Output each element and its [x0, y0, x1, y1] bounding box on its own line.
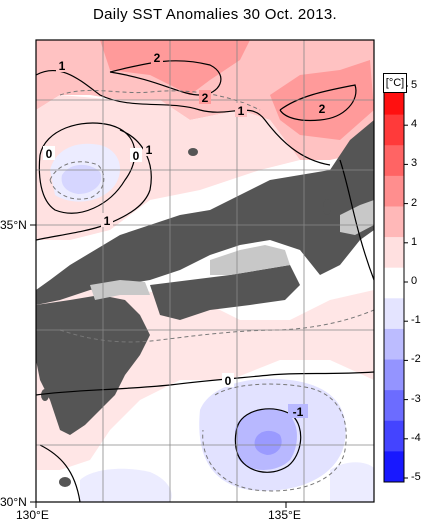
- strong-warm-region: [100, 40, 250, 95]
- island-small-3: [41, 389, 49, 401]
- dashed-contour-4: [49, 161, 105, 200]
- contour-label: 1: [238, 104, 245, 118]
- lat-label-35: 35°N: [0, 218, 27, 232]
- dashed-contour-1: [59, 89, 261, 111]
- contour-label: -1: [293, 405, 304, 419]
- contour-neg1-south: [234, 408, 302, 473]
- colorbar-swatch: [384, 328, 404, 361]
- colorbar-unit: [°C]: [383, 73, 407, 93]
- contour-label: 1: [59, 59, 66, 73]
- contour-label: 0: [225, 374, 232, 388]
- contour-1-north: [35, 69, 331, 166]
- contour-label: 0: [133, 149, 140, 163]
- colorbar-tick-label: 3: [411, 157, 418, 170]
- lon-label-130: 130°E: [16, 508, 49, 522]
- colorbar-tick-label: 0: [411, 275, 418, 287]
- contour-label: 1: [146, 143, 153, 157]
- colorbar-swatch: [384, 145, 404, 177]
- colorbar: [383, 83, 408, 483]
- colorbar-swatch: [384, 114, 404, 146]
- contour-label: 0: [46, 147, 53, 161]
- colorbar-swatch: [384, 390, 404, 422]
- colorbar-swatch: [384, 420, 404, 452]
- land-inland-gray: [210, 245, 290, 275]
- contour-0-south: [35, 371, 375, 396]
- land-inland-gray-2: [90, 280, 150, 300]
- colorbar-swatch: [384, 175, 404, 207]
- colorbar-swatch: [384, 359, 404, 391]
- island-small-1: [323, 199, 331, 215]
- contour-2-east: [279, 84, 357, 122]
- dashed-contour-3: [59, 309, 375, 343]
- colorbar-tick-label: 1: [411, 235, 418, 248]
- cold-center-south: [254, 430, 282, 455]
- colorbar-tick-label: -1: [411, 314, 421, 327]
- map-title: Daily SST Anomalies 30 Oct. 2013.: [93, 6, 337, 23]
- cool-center-north: [61, 164, 102, 194]
- lon-label-135: 135°E: [268, 508, 301, 522]
- colorbar-tick-label: 2: [411, 196, 418, 209]
- contour-label: 1: [104, 214, 111, 228]
- contour-label: 2: [202, 91, 209, 105]
- land-northeast-gray: [340, 200, 374, 235]
- island-small-2: [59, 477, 71, 487]
- dashed-contour-2: [202, 383, 347, 492]
- island-oki: [188, 148, 198, 156]
- colorbar-swatch: [384, 451, 404, 483]
- colorbar-tick-label: 5: [411, 79, 418, 91]
- land-honshu: [36, 120, 374, 305]
- map-frame: [35, 39, 375, 503]
- land-shikoku: [150, 265, 300, 320]
- colorbar-tick-label: -2: [411, 353, 421, 366]
- contour-label-group: 1 2 2 1 2 0 0 1 1 0 -1: [43, 50, 328, 419]
- axis-ticks: [30, 224, 287, 508]
- contour-0-southeast: [339, 159, 375, 281]
- colorbar-swatch: [384, 298, 404, 330]
- colorbar-tick-label: -4: [411, 431, 421, 444]
- colorbar-tick-label: 4: [411, 118, 418, 131]
- contour-0-north: [38, 122, 136, 214]
- cool-region-southeast: [330, 462, 374, 502]
- contour-label: 2: [154, 51, 161, 65]
- colorbar-swatch: [384, 237, 404, 269]
- colorbar-swatch: [384, 267, 404, 299]
- contour-label: 2: [319, 102, 326, 116]
- lat-label-30: 30°N: [0, 495, 27, 509]
- dashed-contours: [49, 89, 375, 492]
- contour-0-southwest: [39, 444, 81, 503]
- colorbar-tick-label: -3: [411, 392, 421, 405]
- colorbar-tick-label: -5: [411, 471, 421, 483]
- colorbar-swatch: [384, 206, 404, 238]
